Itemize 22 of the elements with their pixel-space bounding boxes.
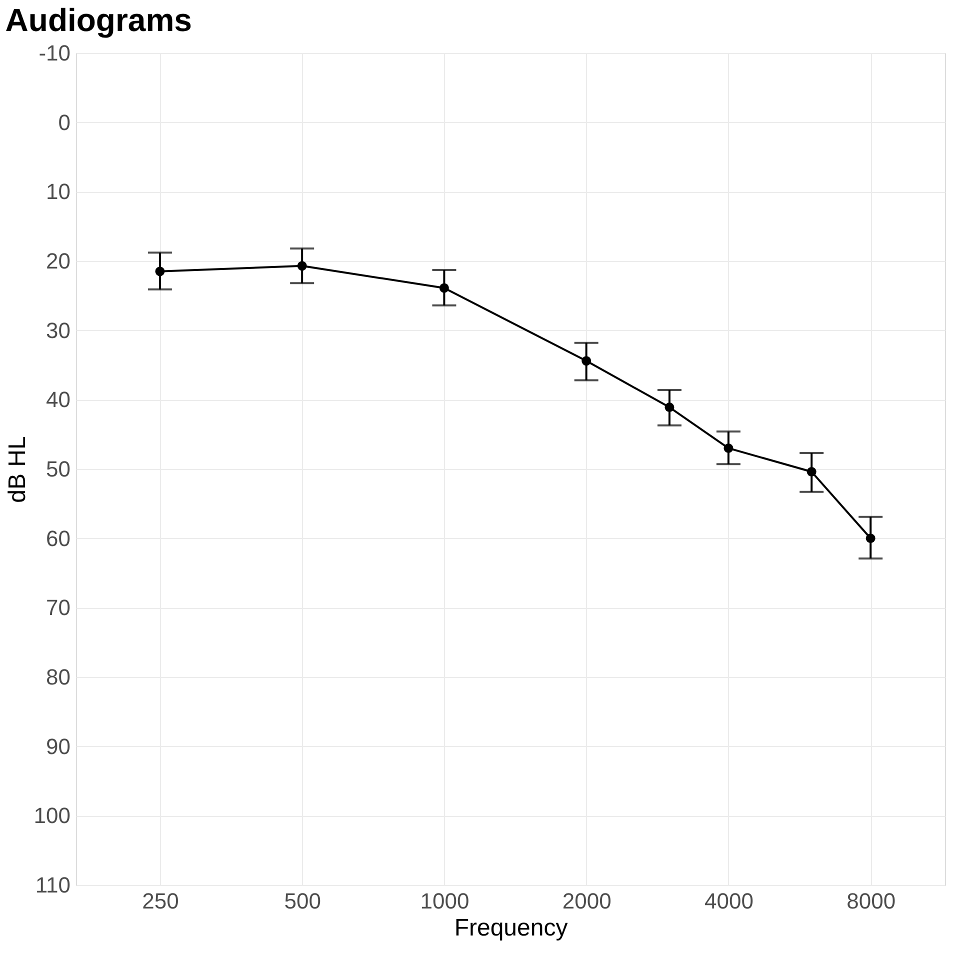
x-tick-label: 8000	[846, 888, 896, 914]
y-tick-label: 20	[46, 248, 70, 274]
x-tick-label: 500	[284, 888, 321, 914]
x-tick-label: 1000	[420, 888, 470, 914]
y-tick-label: 0	[58, 110, 70, 135]
x-axis-title: Frequency	[454, 914, 568, 942]
y-tick-label: -10	[38, 40, 70, 66]
y-tick-label: 40	[46, 387, 70, 412]
x-tick-label: 2000	[562, 888, 612, 914]
chart-title: Audiograms	[5, 2, 192, 38]
x-tick-label: 250	[142, 888, 179, 914]
y-tick-label: 100	[34, 803, 70, 828]
y-tick-label: 60	[46, 526, 70, 551]
y-tick-label: 50	[46, 456, 70, 482]
y-tick-label: 10	[46, 179, 70, 204]
x-tick-label: 4000	[704, 888, 754, 914]
y-axis-title: dB HL	[4, 436, 31, 503]
y-tick-label: 80	[46, 664, 70, 690]
y-tick-label: 110	[35, 872, 70, 898]
y-tick-label: 70	[46, 595, 70, 620]
y-tick-label: 90	[46, 734, 70, 759]
y-tick-label: 30	[46, 318, 70, 343]
